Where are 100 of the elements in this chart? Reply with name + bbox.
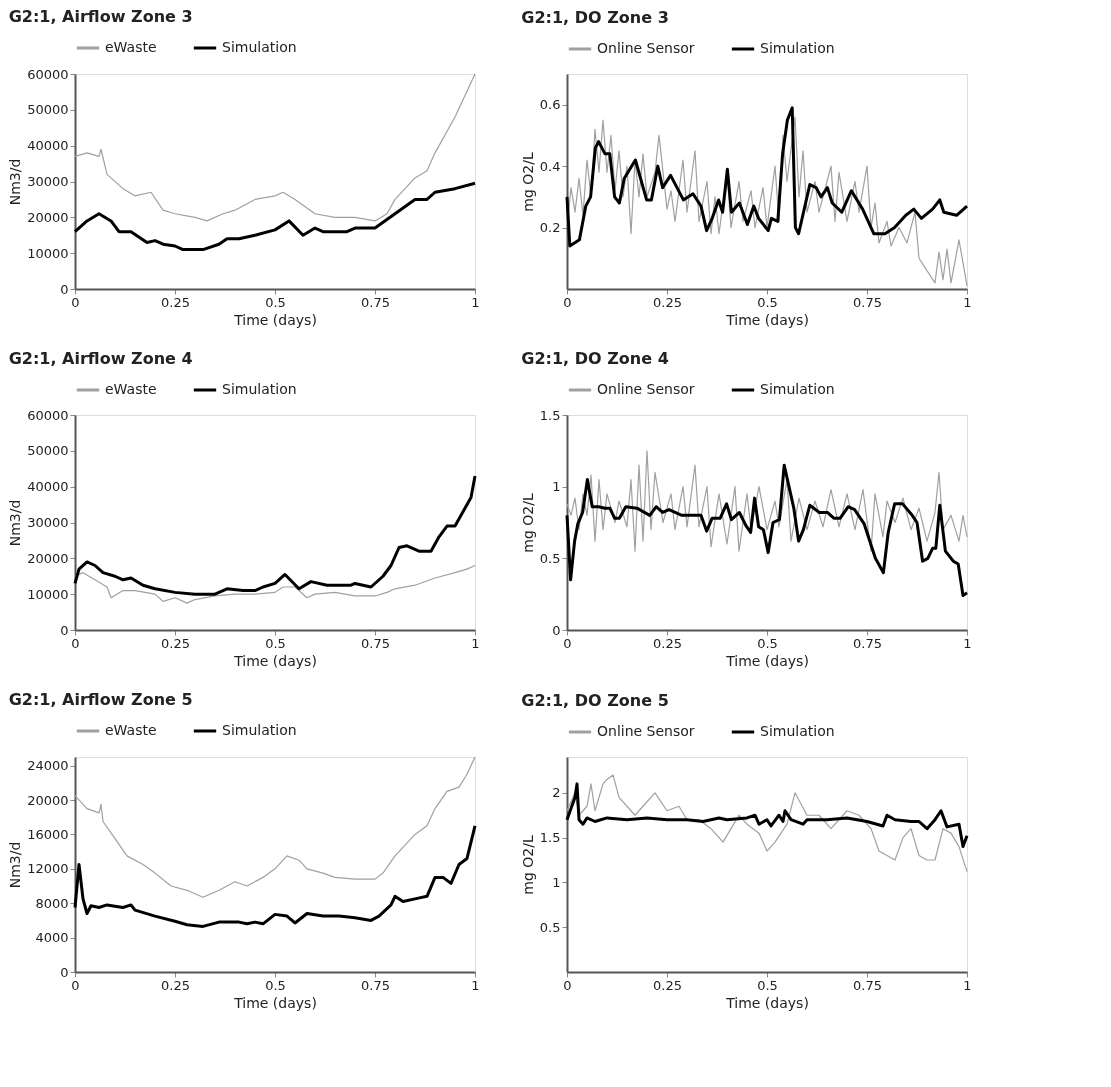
x-tick-label: 0.25	[653, 977, 682, 993]
line-series	[565, 463, 969, 598]
y-axis-title: mg O2/L	[519, 152, 536, 212]
x-tick-label: 0.5	[757, 977, 778, 993]
y-tick-label: 40000	[27, 479, 69, 495]
x-axis-title: Time (days)	[233, 311, 317, 328]
y-tick-label: 30000	[27, 174, 69, 189]
x-tick-label: 1	[471, 635, 480, 651]
chart-title: G2:1, Airflow Zone 4	[8, 349, 193, 368]
line-series	[74, 756, 476, 898]
legend-label: Online Sensor	[597, 381, 695, 397]
line-series	[74, 564, 476, 604]
x-tick-label: 0.5	[757, 635, 778, 651]
chart-title: G2:1, Airflow Zone 3	[8, 7, 193, 26]
legend-label: Online Sensor	[597, 40, 695, 56]
y-tick-label: 1	[552, 479, 561, 495]
line-series	[566, 774, 968, 873]
x-tick-label: 1	[471, 294, 480, 310]
y-tick-label: 0.5	[539, 919, 561, 935]
x-tick-label: 0	[563, 635, 572, 651]
y-axis-title: Nm3/d	[7, 841, 24, 889]
y-tick-label: 10000	[27, 586, 69, 602]
legend-label: Simulation	[760, 723, 835, 739]
x-axis-title: Time (days)	[233, 652, 317, 669]
legend-label: Simulation	[222, 381, 297, 397]
y-axis-title: Nm3/d	[7, 499, 24, 547]
y-axis-title: mg O2/L	[519, 493, 536, 553]
y-tick-label: 20000	[27, 550, 69, 566]
legend-label: Simulation	[760, 381, 835, 397]
x-tick-label: 0.75	[361, 294, 390, 310]
x-axis-title: Time (days)	[233, 994, 317, 1011]
x-tick-label: 0.25	[653, 294, 682, 310]
x-tick-label: 0.25	[161, 635, 190, 651]
y-tick-label: 50000	[27, 443, 69, 459]
legend-label: Simulation	[760, 40, 835, 56]
line-series	[73, 181, 477, 252]
x-tick-label: 0.75	[853, 635, 882, 651]
chart-title: G2:1, DO Zone 3	[521, 8, 669, 27]
line-series	[73, 474, 477, 596]
y-tick-label: 0.4	[539, 158, 561, 174]
x-tick-label: 0.75	[361, 977, 390, 993]
x-tick-label: 0.75	[853, 294, 882, 310]
chart-title: G2:1, DO Zone 4	[521, 349, 669, 368]
x-tick-label: 0	[71, 294, 80, 310]
y-tick-label: 16000	[27, 826, 69, 842]
y-tick-label: 2	[552, 785, 561, 801]
legend-label: Simulation	[222, 722, 297, 738]
line-series	[566, 116, 968, 287]
y-tick-label: 20000	[27, 209, 69, 225]
y-tick-label: 0	[60, 281, 69, 297]
x-tick-label: 0.75	[853, 977, 882, 993]
y-tick-label: 8000	[35, 895, 69, 911]
y-tick-label: 1.5	[539, 830, 561, 846]
y-tick-label: 1	[552, 874, 561, 890]
x-tick-label: 0.25	[653, 635, 682, 651]
x-axis-title: Time (days)	[725, 311, 809, 328]
y-tick-label: 50000	[27, 102, 69, 118]
x-tick-label: 0	[71, 635, 80, 651]
x-tick-label: 0.5	[757, 294, 778, 310]
y-tick-label: 1.5	[539, 407, 561, 423]
x-tick-label: 0	[563, 294, 572, 310]
legend-label: eWaste	[105, 722, 157, 738]
x-tick-label: 0.5	[265, 635, 286, 651]
y-axis-title: mg O2/L	[519, 835, 536, 895]
chart-title: G2:1, DO Zone 5	[521, 691, 669, 710]
legend-label: eWaste	[105, 39, 157, 55]
y-tick-label: 40000	[27, 138, 69, 154]
y-tick-label: 0.5	[539, 550, 561, 566]
y-tick-label: 24000	[27, 758, 69, 774]
chart-title: G2:1, Airflow Zone 5	[8, 690, 193, 709]
y-tick-label: 60000	[27, 66, 69, 82]
y-tick-label: 10000	[27, 245, 69, 261]
x-tick-label: 1	[963, 635, 972, 651]
x-tick-label: 0	[71, 977, 80, 993]
y-tick-label: 0	[60, 964, 69, 980]
line-series	[74, 73, 476, 222]
x-tick-label: 0.5	[265, 977, 286, 993]
y-tick-label: 0.6	[539, 97, 561, 113]
x-tick-label: 0	[563, 977, 572, 993]
y-tick-label: 60000	[27, 407, 69, 423]
x-axis-title: Time (days)	[725, 652, 809, 669]
y-tick-label: 12000	[27, 861, 69, 877]
y-tick-label: 0.2	[539, 220, 561, 236]
x-tick-label: 0.75	[361, 635, 390, 651]
line-series	[566, 450, 968, 552]
y-axis-title: Nm3/d	[7, 158, 24, 206]
x-tick-label: 1	[471, 977, 480, 993]
y-tick-label: 4000	[35, 930, 69, 946]
legend-label: Simulation	[222, 39, 297, 55]
x-tick-label: 0.5	[265, 294, 286, 310]
y-tick-label: 0	[552, 622, 561, 638]
y-tick-label: 30000	[27, 515, 69, 530]
legend-label: eWaste	[105, 381, 157, 397]
y-tick-label: 0	[60, 622, 69, 638]
legend-label: Online Sensor	[597, 723, 695, 739]
x-tick-label: 1	[963, 294, 972, 310]
x-tick-label: 1	[963, 977, 972, 993]
y-tick-label: 20000	[27, 792, 69, 808]
line-series	[73, 824, 477, 928]
line-series	[565, 106, 969, 248]
